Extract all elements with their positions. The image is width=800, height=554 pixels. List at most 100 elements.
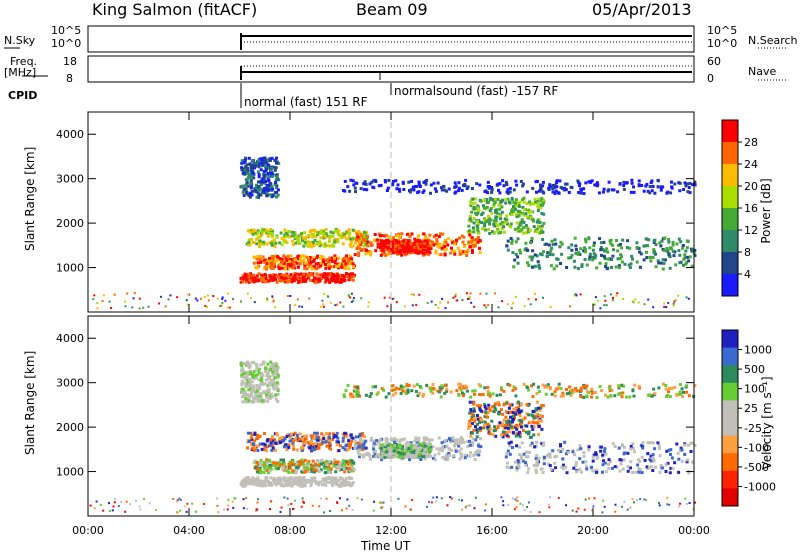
scatter-cell bbox=[308, 241, 312, 245]
scatter-cell bbox=[407, 384, 411, 387]
scatter-cell bbox=[565, 266, 569, 269]
scatter-cell bbox=[360, 432, 364, 435]
scatter-cell bbox=[479, 445, 483, 449]
scatter-cell bbox=[393, 242, 397, 245]
scatter-cell bbox=[568, 385, 572, 389]
scatter-cell bbox=[245, 275, 249, 278]
scatter-cell bbox=[250, 176, 254, 180]
scatter-cell bbox=[346, 257, 350, 261]
scatter-cell bbox=[264, 369, 268, 373]
scatter-cell bbox=[640, 455, 644, 459]
clutter-cell bbox=[418, 293, 421, 296]
scatter-cell bbox=[387, 235, 391, 239]
scatter-cell bbox=[280, 482, 284, 486]
clutter-cell bbox=[219, 305, 221, 308]
scatter-cell bbox=[486, 411, 490, 415]
clutter-cell bbox=[101, 300, 104, 303]
scatter-cell bbox=[243, 159, 247, 163]
scatter-cell bbox=[246, 398, 250, 402]
scatter-cell bbox=[582, 249, 586, 253]
scatter-cell bbox=[429, 387, 433, 391]
scatter-cell bbox=[316, 233, 320, 237]
scatter-cell bbox=[647, 393, 651, 397]
scatter-cell bbox=[428, 233, 432, 237]
scatter-cell bbox=[629, 190, 633, 194]
scatter-cell bbox=[335, 479, 339, 483]
clutter-cell bbox=[286, 295, 289, 297]
scatter-cell bbox=[601, 453, 605, 457]
scatter-cell bbox=[248, 481, 252, 485]
scatter-cell bbox=[498, 182, 502, 186]
scatter-cell bbox=[323, 276, 327, 280]
scatter-cell bbox=[303, 279, 307, 283]
scatter-cell bbox=[629, 444, 633, 448]
scatter-cell bbox=[259, 363, 263, 367]
scatter-cell bbox=[638, 250, 642, 254]
scatter-cell bbox=[623, 451, 627, 455]
scatter-cell bbox=[404, 442, 408, 446]
scatter-cell bbox=[443, 188, 447, 192]
scatter-cell bbox=[453, 181, 457, 185]
scatter-cell bbox=[478, 420, 481, 424]
scatter-cell bbox=[262, 169, 266, 173]
scatter-cell bbox=[565, 392, 569, 396]
clutter-cell bbox=[461, 508, 463, 511]
clutter-cell bbox=[271, 296, 274, 299]
scatter-cell bbox=[263, 398, 266, 402]
scatter-cell bbox=[338, 483, 341, 487]
scatter-cell bbox=[659, 188, 663, 192]
scatter-cell bbox=[497, 411, 501, 415]
scatter-cell bbox=[607, 466, 611, 470]
scatter-cell bbox=[347, 439, 351, 443]
scatter-cell bbox=[537, 457, 541, 461]
scatter-cell bbox=[283, 228, 287, 232]
clutter-cell bbox=[616, 292, 619, 295]
scatter-cell bbox=[642, 189, 646, 193]
scatter-cell bbox=[255, 242, 259, 246]
scatter-cell bbox=[347, 278, 351, 282]
scatter-cell bbox=[584, 240, 588, 244]
scatter-cell bbox=[494, 215, 498, 219]
clutter-cell bbox=[593, 497, 596, 500]
scatter-cell bbox=[681, 246, 685, 250]
scatter-cell bbox=[271, 233, 274, 237]
scatter-cell bbox=[472, 244, 476, 247]
scatter-cell bbox=[287, 479, 291, 483]
scatter-cell bbox=[278, 276, 281, 280]
scatter-cell bbox=[491, 230, 495, 234]
scatter-cell bbox=[410, 455, 413, 459]
scatter-cell bbox=[331, 438, 335, 442]
scatter-cell bbox=[669, 191, 673, 195]
scatter-cell bbox=[513, 460, 517, 464]
scatter-cell bbox=[280, 243, 284, 247]
scatter-cell bbox=[670, 247, 673, 251]
scatter-cell bbox=[244, 384, 248, 388]
scatter-cell bbox=[289, 274, 293, 278]
scatter-cell bbox=[301, 484, 305, 488]
clutter-cell bbox=[412, 293, 415, 296]
scatter-cell bbox=[480, 420, 484, 424]
scatter-cell bbox=[333, 254, 337, 258]
clutter-cell bbox=[227, 292, 230, 295]
scatter-cell bbox=[425, 383, 429, 387]
scatter-cell bbox=[569, 389, 573, 393]
scatter-cell bbox=[665, 395, 669, 398]
scatter-cell bbox=[526, 248, 530, 252]
nsearch-label: N.Search bbox=[748, 34, 798, 47]
scatter-cell bbox=[332, 256, 336, 260]
scatter-cell bbox=[682, 263, 685, 267]
scatter-cell bbox=[379, 446, 383, 450]
scatter-cell bbox=[290, 230, 294, 234]
scatter-cell bbox=[263, 280, 267, 284]
scatter-cell bbox=[398, 449, 402, 453]
scatter-cell bbox=[546, 383, 550, 387]
scatter-cell bbox=[296, 257, 300, 261]
scatter-cell bbox=[404, 455, 407, 459]
scatter-cell bbox=[491, 405, 494, 409]
scatter-cell bbox=[250, 237, 254, 241]
scatter-cell bbox=[482, 410, 485, 414]
scatter-cell bbox=[643, 458, 647, 462]
scatter-cell bbox=[295, 261, 299, 265]
scatter-cell bbox=[380, 443, 384, 447]
scatter-cell bbox=[554, 242, 558, 246]
